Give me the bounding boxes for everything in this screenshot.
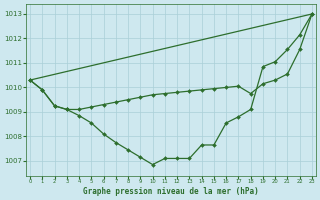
X-axis label: Graphe pression niveau de la mer (hPa): Graphe pression niveau de la mer (hPa) <box>83 187 259 196</box>
